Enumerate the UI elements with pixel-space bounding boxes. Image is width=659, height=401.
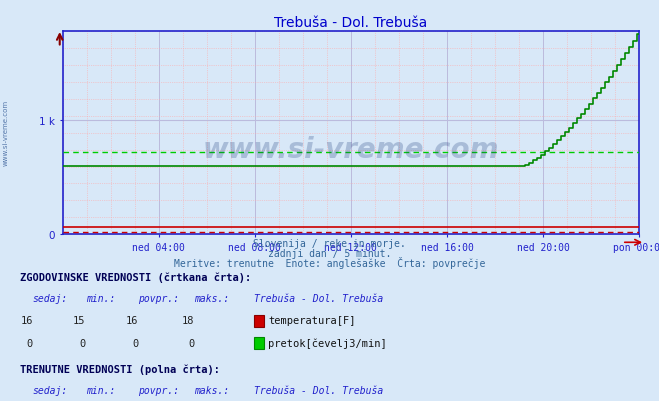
Text: povpr.:: povpr.: (138, 385, 179, 395)
Text: Trebuša - Dol. Trebuša: Trebuša - Dol. Trebuša (254, 294, 383, 304)
Text: 16: 16 (126, 316, 138, 326)
Text: pretok[čevelj3/min]: pretok[čevelj3/min] (268, 337, 387, 348)
Text: zadnji dan / 5 minut.: zadnji dan / 5 minut. (268, 249, 391, 259)
Text: min.:: min.: (86, 385, 115, 395)
Text: sedaj:: sedaj: (33, 385, 68, 395)
Text: www.si-vreme.com: www.si-vreme.com (203, 136, 499, 164)
Text: Slovenija / reke in morje.: Slovenija / reke in morje. (253, 239, 406, 249)
Text: www.si-vreme.com: www.si-vreme.com (2, 99, 9, 165)
Text: temperatura[F]: temperatura[F] (268, 316, 356, 326)
Text: maks.:: maks.: (194, 294, 229, 304)
Text: povpr.:: povpr.: (138, 294, 179, 304)
Text: 0: 0 (132, 338, 138, 348)
Text: 0: 0 (80, 338, 86, 348)
Text: 16: 16 (20, 316, 33, 326)
Text: min.:: min.: (86, 294, 115, 304)
Text: TRENUTNE VREDNOSTI (polna črta):: TRENUTNE VREDNOSTI (polna črta): (20, 363, 219, 374)
Text: sedaj:: sedaj: (33, 294, 68, 304)
Text: maks.:: maks.: (194, 385, 229, 395)
Title: Trebuša - Dol. Trebuša: Trebuša - Dol. Trebuša (274, 16, 428, 30)
Text: Trebuša - Dol. Trebuša: Trebuša - Dol. Trebuša (254, 385, 383, 395)
Text: Meritve: trenutne  Enote: anglešaške  Črta: povprečje: Meritve: trenutne Enote: anglešaške Črta… (174, 257, 485, 269)
Text: 0: 0 (188, 338, 194, 348)
Text: 0: 0 (27, 338, 33, 348)
Text: 18: 18 (182, 316, 194, 326)
Text: 15: 15 (73, 316, 86, 326)
Text: ZGODOVINSKE VREDNOSTI (črtkana črta):: ZGODOVINSKE VREDNOSTI (črtkana črta): (20, 272, 251, 283)
